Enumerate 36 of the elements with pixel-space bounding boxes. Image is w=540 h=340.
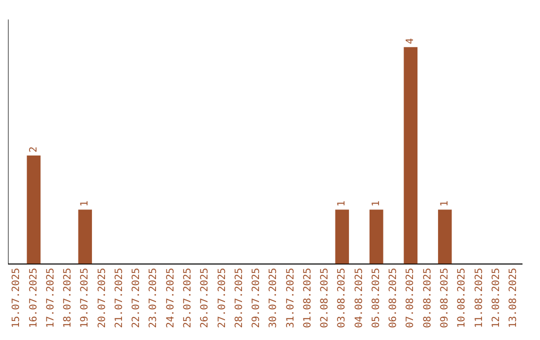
data-label: 1 xyxy=(370,200,382,207)
x-tick-label: 06.08.2025 xyxy=(388,268,400,328)
x-tick-label: 28.07.2025 xyxy=(234,268,245,328)
x-tick-label: 01.08.2025 xyxy=(302,268,314,328)
x-tick-label: 25.07.2025 xyxy=(182,268,194,328)
data-label: 1 xyxy=(336,200,348,207)
x-tick-label: 13.08.2025 xyxy=(508,268,520,328)
x-tick-label: 08.08.2025 xyxy=(422,268,434,328)
data-label: 1 xyxy=(80,200,91,207)
x-tick-label: 23.07.2025 xyxy=(148,268,160,328)
x-tick-label: 22.07.2025 xyxy=(131,268,142,328)
x-tick-label: 15.07.2025 xyxy=(11,268,22,328)
x-tick-label: 04.08.2025 xyxy=(354,268,365,328)
x-tick-label: 27.07.2025 xyxy=(216,268,228,328)
x-tick-label: 18.07.2025 xyxy=(62,268,74,328)
x-tick-label: 31.07.2025 xyxy=(285,268,296,328)
x-tick-label: 19.07.2025 xyxy=(80,268,91,328)
data-label: 1 xyxy=(439,200,450,207)
x-tick-label: 21.07.2025 xyxy=(114,268,125,328)
x-tick-label: 03.08.2025 xyxy=(336,268,348,328)
x-tick-label: 05.08.2025 xyxy=(370,268,382,328)
x-tick-label: 17.07.2025 xyxy=(45,268,56,328)
x-tick-label: 26.07.2025 xyxy=(200,268,211,328)
x-tick-label: 07.08.2025 xyxy=(405,268,416,328)
data-label: 2 xyxy=(28,146,40,152)
x-tick-label: 10.08.2025 xyxy=(456,268,468,328)
x-tick-label: 29.07.2025 xyxy=(251,268,262,328)
x-tick-label: 24.07.2025 xyxy=(165,268,176,328)
x-tick-label: 02.08.2025 xyxy=(320,268,331,328)
x-tick-label: 20.07.2025 xyxy=(96,268,108,328)
x-tick-label: 16.07.2025 xyxy=(28,268,40,328)
x-tick-label: 12.08.2025 xyxy=(490,268,502,328)
x-tick-label: 11.08.2025 xyxy=(474,268,485,328)
x-tick-label: 09.08.2025 xyxy=(439,268,450,328)
x-tick-label: 30.07.2025 xyxy=(268,268,280,328)
data-label: 4 xyxy=(405,38,416,44)
